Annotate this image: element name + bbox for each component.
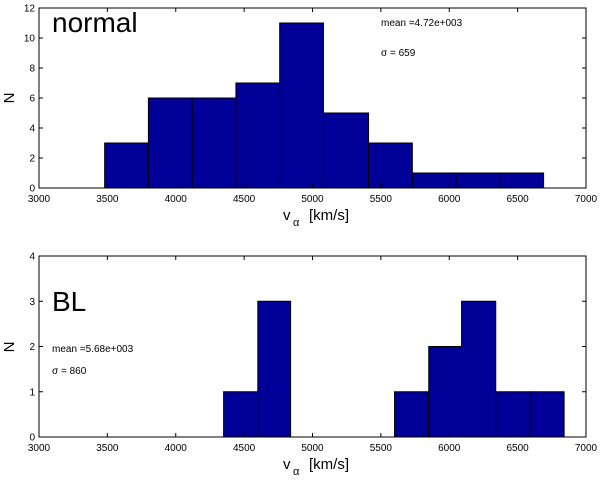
bl-y-tick-label: 2	[29, 342, 35, 353]
normal-x-tick-label: 6500	[507, 194, 530, 205]
normal-x-tick-label: 5500	[370, 194, 393, 205]
normal-bar-8	[455, 172, 501, 189]
bl-y-tick-label: 3	[29, 297, 35, 308]
bl-x-ticks: 3000 3500 4000 4500 5000 5500 6000 6500 7000	[28, 256, 598, 454]
bl-bar-0	[223, 391, 259, 438]
normal-y-axis-label: N	[1, 93, 18, 104]
normal-x-tick-label: 3000	[28, 194, 51, 205]
normal-bar-1	[147, 97, 193, 189]
normal-histogram-panel: 3000 3500 4000 4500 5000 5500 6000 6500 7000 0 2 4…	[1, 4, 598, 230]
normal-x-tick-label: 4000	[165, 194, 188, 205]
normal-bar-4	[279, 22, 324, 189]
normal-y-tick-label: 10	[24, 34, 36, 45]
normal-bar-6	[368, 142, 413, 189]
normal-x-axis-label-v: v	[283, 207, 291, 224]
bl-x-tick-label: 6000	[438, 443, 461, 454]
bl-y-tick-label: 0	[29, 433, 35, 444]
bl-panel-label: BL	[52, 286, 86, 317]
bl-bar-4	[461, 300, 497, 438]
normal-x-tick-label: 6000	[438, 194, 461, 205]
normal-x-tick-label: 7000	[575, 194, 598, 205]
bl-y-axis-label: N	[1, 342, 18, 353]
normal-sigma-text: σ = 659	[381, 48, 416, 59]
normal-bar-2	[191, 97, 237, 189]
bl-bar-3	[428, 346, 463, 438]
normal-y-ticks: 0 2 4 6 8 10 12	[24, 4, 586, 195]
normal-bar-0	[104, 142, 149, 189]
normal-x-tick-label: 4500	[233, 194, 256, 205]
normal-y-tick-label: 0	[29, 184, 35, 195]
bl-x-tick-label: 5500	[370, 443, 393, 454]
bl-y-ticks: 0 1 2 3 4	[29, 252, 586, 444]
bl-x-tick-label: 4000	[165, 443, 188, 454]
bl-bar-2	[394, 391, 430, 438]
normal-x-axis-label-sub: α	[293, 217, 300, 229]
bl-bars	[223, 300, 565, 438]
bl-y-tick-label: 1	[29, 387, 35, 398]
bl-x-axis-label-sub: α	[293, 466, 300, 478]
normal-y-tick-label: 12	[24, 4, 36, 15]
bl-y-tick-label: 4	[29, 252, 35, 263]
normal-bar-3	[235, 82, 281, 189]
bl-x-axis-label-unit: [km/s]	[309, 456, 349, 473]
bl-x-axis-label: v α [km/s]	[283, 456, 349, 478]
bl-x-tick-label: 3000	[28, 443, 51, 454]
normal-y-tick-label: 8	[29, 64, 35, 75]
bl-x-tick-label: 4500	[233, 443, 256, 454]
normal-x-ticks: 3000 3500 4000 4500 5000 5500 6000 6500 7000	[28, 8, 598, 205]
normal-y-tick-label: 6	[29, 94, 35, 105]
normal-x-axis-label: v α [km/s]	[283, 207, 349, 229]
normal-y-tick-label: 2	[29, 154, 35, 165]
bl-x-axis-label-v: v	[283, 456, 291, 473]
bl-x-tick-label: 7000	[575, 443, 598, 454]
normal-mean-text: mean =4.72e+003	[381, 18, 463, 29]
normal-y-tick-label: 4	[29, 124, 35, 135]
normal-panel-label: normal	[52, 7, 138, 38]
bl-histogram-panel: 3000 3500 4000 4500 5000 5500 6000 6500 7000 0 1 2…	[1, 252, 598, 479]
bl-x-tick-label: 5000	[301, 443, 324, 454]
bl-bar-1	[257, 300, 292, 438]
normal-bar-5	[322, 112, 370, 189]
normal-x-tick-label: 3500	[96, 194, 119, 205]
normal-x-axis-label-unit: [km/s]	[309, 207, 349, 224]
bl-x-tick-label: 6500	[507, 443, 530, 454]
bl-bar-5	[495, 391, 531, 438]
bl-sigma-text: σ = 860	[52, 366, 87, 377]
bl-mean-text: mean =5.68e+003	[52, 344, 134, 355]
bl-bar-6	[529, 391, 565, 438]
normal-x-tick-label: 5000	[301, 194, 324, 205]
normal-bars	[104, 22, 545, 189]
bl-x-tick-label: 3500	[96, 443, 119, 454]
normal-bar-9	[499, 172, 545, 189]
